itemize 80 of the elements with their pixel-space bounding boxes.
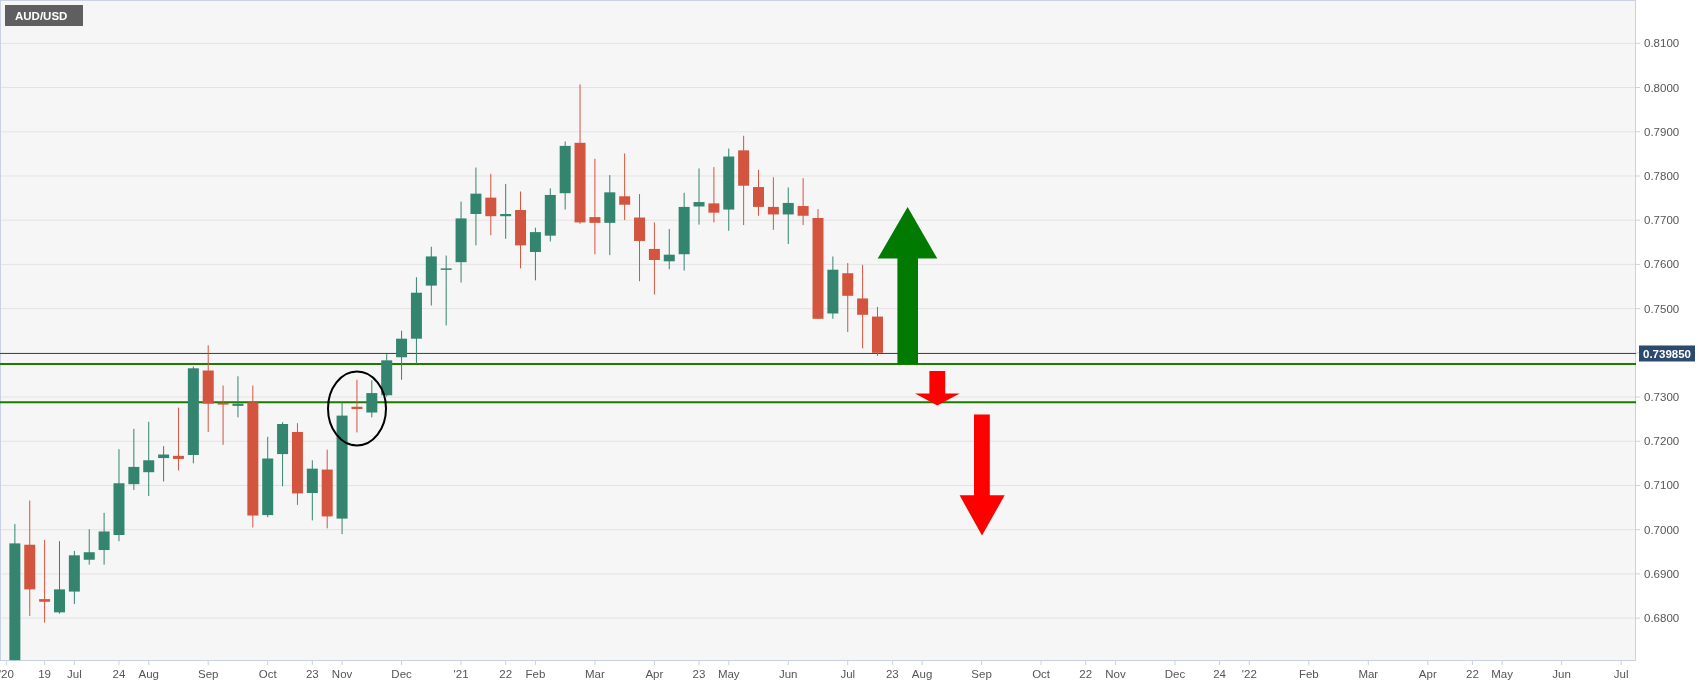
x-tick-label: Jun xyxy=(778,668,798,680)
candlestick xyxy=(172,407,184,471)
candlestick xyxy=(782,186,794,245)
x-tick-label: Jul xyxy=(1613,668,1629,680)
y-tick-label: 0.7000 xyxy=(1644,523,1680,536)
x-tick-label: Jun xyxy=(1552,668,1571,680)
x-tick-label: Nov xyxy=(1105,668,1126,680)
candlestick xyxy=(98,512,110,566)
y-tick-label: 0.8100 xyxy=(1644,37,1680,50)
candlestick xyxy=(648,221,660,295)
x-tick-label: '22 xyxy=(1241,668,1257,680)
x-tick-label: Jul xyxy=(840,668,856,680)
x-tick-label: Feb xyxy=(525,668,546,680)
candlestick xyxy=(708,166,720,223)
x-tick-label: Sep xyxy=(971,668,992,680)
x-tick-label: Nov xyxy=(331,668,353,680)
candlestick xyxy=(500,183,512,240)
x-tick-label: Mar xyxy=(585,668,605,680)
candlestick xyxy=(634,193,646,282)
x-tick-label: Feb xyxy=(1298,668,1319,680)
candlestick xyxy=(663,228,675,270)
text: AUD/USD xyxy=(15,9,68,22)
x-tick-label: Aug xyxy=(911,668,933,680)
candlestick xyxy=(83,528,95,566)
y-tick-label: 0.7700 xyxy=(1644,214,1680,227)
y-tick-label: 0.6900 xyxy=(1644,567,1680,580)
y-tick-label: 0.7900 xyxy=(1644,125,1680,138)
y-tick-label: 0.8000 xyxy=(1644,81,1680,94)
y-tick-label: 0.7800 xyxy=(1644,170,1680,182)
candlestick xyxy=(529,227,541,281)
candlestick xyxy=(842,262,854,333)
x-tick-label: 24 xyxy=(1213,668,1227,680)
x-tick-label: '20 xyxy=(0,668,14,680)
candlestick xyxy=(351,379,363,433)
x-tick-label: 23 xyxy=(305,668,319,680)
x-tick-label: 22 xyxy=(1079,668,1093,680)
x-tick-label: Oct xyxy=(1032,668,1051,680)
y-tick-label: 0.7100 xyxy=(1644,479,1680,492)
x-tick-label: 23 xyxy=(692,668,706,680)
x-tick-label: 19 xyxy=(38,668,52,680)
candlestick xyxy=(589,158,601,255)
y-tick-label: 0.7300 xyxy=(1644,391,1680,404)
candlestick xyxy=(366,379,378,418)
candlestick xyxy=(485,173,497,236)
candlestick xyxy=(53,540,65,615)
candlestick xyxy=(470,167,482,246)
x-tick-label: Mar xyxy=(1358,668,1379,680)
candlestick xyxy=(440,255,452,326)
x-tick-label: May xyxy=(1491,668,1514,680)
y-tick-label: 0.6800 xyxy=(1644,612,1680,625)
x-tick-label: 23 xyxy=(885,668,899,680)
candlestick xyxy=(767,176,779,231)
x-tick-label: 22 xyxy=(1466,668,1479,680)
x-tick-label: Apr xyxy=(1418,668,1437,680)
x-tick-label: Jul xyxy=(67,668,82,680)
x-tick-label: 22 xyxy=(499,668,513,680)
x-tick-label: '21 xyxy=(453,668,469,680)
candlestick xyxy=(693,167,705,226)
candlestick xyxy=(217,385,229,446)
x-tick-label: 24 xyxy=(112,668,126,680)
candlestick xyxy=(857,264,869,349)
candlestick xyxy=(128,428,140,491)
candlestick xyxy=(753,169,765,217)
candlestick xyxy=(39,539,51,624)
candlestick xyxy=(797,177,809,226)
candlestick xyxy=(232,375,244,418)
y-tick-label: 0.7200 xyxy=(1644,435,1680,448)
x-tick-label: Apr xyxy=(645,668,664,680)
candlestick xyxy=(619,152,631,221)
x-tick-label: Dec xyxy=(391,668,413,680)
y-tick-label: 0.7600 xyxy=(1644,258,1680,271)
candlestick xyxy=(143,421,155,497)
x-tick-label: Aug xyxy=(138,668,159,680)
x-tick-label: Dec xyxy=(1164,668,1186,680)
ref-line-label: 0.739850 xyxy=(1643,347,1691,360)
x-tick-label: May xyxy=(717,668,740,680)
x-tick-label: Sep xyxy=(197,668,219,680)
x-tick-label: Oct xyxy=(258,668,278,680)
y-tick-label: 0.7500 xyxy=(1644,302,1680,315)
candlestick xyxy=(396,330,408,381)
